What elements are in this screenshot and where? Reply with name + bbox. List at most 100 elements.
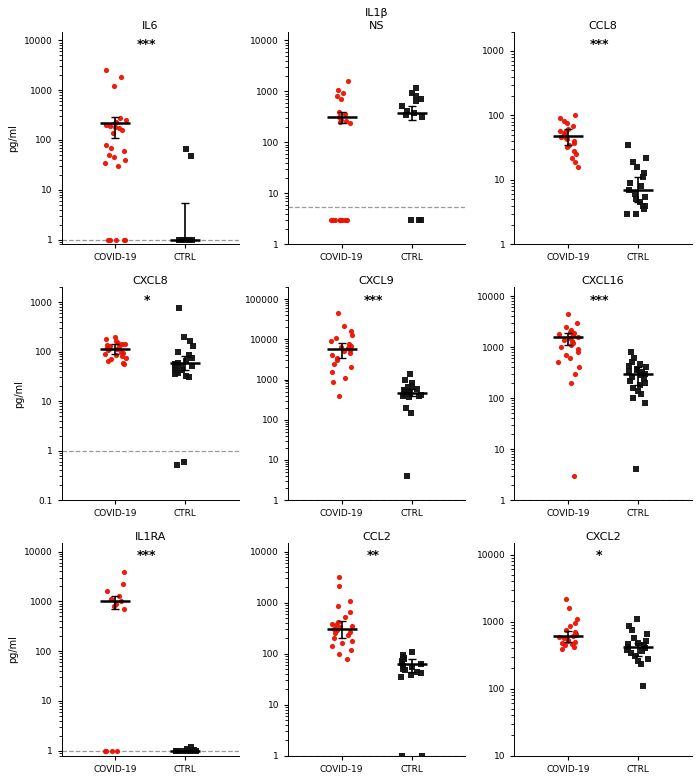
Text: *: * xyxy=(144,293,150,307)
Point xyxy=(400,388,411,400)
Point xyxy=(335,213,346,226)
Point xyxy=(330,619,342,631)
Point xyxy=(633,385,644,397)
Point xyxy=(396,655,407,667)
Point xyxy=(109,330,120,343)
Point xyxy=(100,744,111,757)
Point xyxy=(401,470,412,482)
Point xyxy=(102,233,113,246)
Point xyxy=(331,90,342,102)
Text: ***: *** xyxy=(137,549,157,562)
Point xyxy=(567,337,578,350)
Point xyxy=(398,652,409,665)
Point xyxy=(342,213,353,226)
Point xyxy=(328,213,339,226)
Point xyxy=(120,114,132,127)
Point xyxy=(568,145,580,157)
Point xyxy=(344,347,356,360)
Point xyxy=(172,744,183,757)
Point xyxy=(326,335,337,347)
Point xyxy=(570,627,582,640)
Point xyxy=(346,619,358,632)
Point xyxy=(628,352,639,364)
Y-axis label: pg/ml: pg/ml xyxy=(8,635,18,663)
Point xyxy=(407,645,418,658)
Point xyxy=(636,658,647,671)
Point xyxy=(183,233,195,246)
Point xyxy=(639,199,650,212)
Point xyxy=(116,124,127,137)
Point xyxy=(629,649,641,662)
Point xyxy=(342,342,354,354)
Point xyxy=(407,379,418,392)
Point xyxy=(333,106,344,119)
Point xyxy=(344,606,356,619)
Point xyxy=(101,138,112,151)
Y-axis label: pg/ml: pg/ml xyxy=(8,124,18,152)
Point xyxy=(570,626,581,638)
Point xyxy=(172,346,183,358)
Point xyxy=(113,122,125,135)
Point xyxy=(561,131,572,144)
Point xyxy=(179,233,190,246)
Point xyxy=(332,307,344,319)
Point xyxy=(573,361,584,374)
Point xyxy=(332,615,344,628)
Point xyxy=(569,136,580,149)
Point xyxy=(637,199,648,212)
Title: CXCL2: CXCL2 xyxy=(585,532,621,542)
Point xyxy=(563,307,574,320)
Point xyxy=(570,109,581,122)
Point xyxy=(640,635,652,647)
Point xyxy=(626,346,637,358)
Point xyxy=(116,71,127,84)
Point xyxy=(118,358,130,371)
Point xyxy=(180,370,191,382)
Point xyxy=(346,328,358,341)
Point xyxy=(622,138,634,151)
Point xyxy=(559,115,570,127)
Point xyxy=(622,207,633,220)
Point xyxy=(99,156,111,169)
Text: ***: *** xyxy=(363,293,383,307)
Point xyxy=(570,148,582,160)
Point xyxy=(170,744,181,757)
Point xyxy=(572,160,583,173)
Point xyxy=(396,100,407,113)
Point xyxy=(329,213,340,226)
Point xyxy=(560,639,571,651)
Point xyxy=(631,193,642,206)
Point xyxy=(624,375,636,387)
Point xyxy=(331,354,342,367)
Point xyxy=(105,142,116,154)
Point xyxy=(573,343,584,356)
Point xyxy=(628,382,639,394)
Point xyxy=(555,131,566,143)
Point xyxy=(116,346,127,358)
Point xyxy=(340,371,351,384)
Point xyxy=(405,407,416,419)
Point xyxy=(106,593,117,605)
Point xyxy=(345,644,356,656)
Point xyxy=(335,213,346,226)
Point xyxy=(185,149,196,162)
Point xyxy=(333,110,344,123)
Point xyxy=(632,655,643,667)
Point xyxy=(112,336,123,349)
Point xyxy=(108,151,120,163)
Point xyxy=(406,661,417,673)
Point xyxy=(100,744,111,757)
Point xyxy=(634,378,645,391)
Point xyxy=(562,123,573,135)
Point xyxy=(335,93,346,106)
Point xyxy=(563,138,574,151)
Point xyxy=(631,362,643,375)
Point xyxy=(640,396,651,409)
Point xyxy=(554,631,565,644)
Point xyxy=(100,332,111,345)
Point xyxy=(101,119,112,131)
Point xyxy=(556,643,567,655)
Point xyxy=(105,353,116,365)
Point xyxy=(345,117,356,129)
Point xyxy=(624,620,635,633)
